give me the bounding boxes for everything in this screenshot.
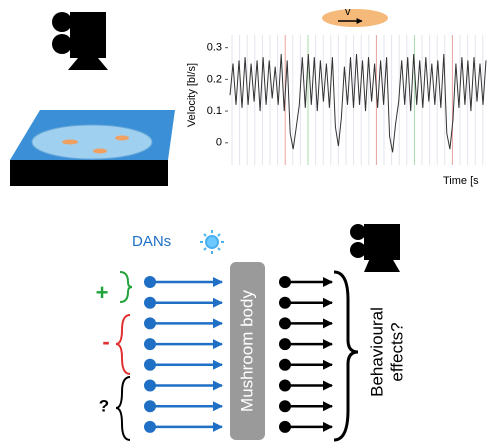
- petri-dish: [10, 110, 175, 186]
- question-mark: ?: [99, 396, 109, 415]
- brace-unknown: [116, 377, 130, 440]
- y-tick-label: 0.1: [207, 105, 222, 117]
- velocity-symbol: v: [345, 6, 351, 18]
- plus-sign: +: [96, 280, 109, 305]
- light-icon: [200, 230, 224, 254]
- y-tick-label: 0.2: [207, 73, 222, 85]
- brace-minus: [116, 315, 130, 374]
- velocity-plot: 0 0.1 0.2 0.3: [207, 35, 486, 165]
- dans-label: DANs: [132, 233, 171, 250]
- behaviour-label-line: Behavioural: [367, 307, 386, 397]
- minus-sign: -: [102, 329, 109, 354]
- y-tick-label: 0: [216, 137, 222, 149]
- camera-icon: [350, 224, 400, 272]
- velocity-trace: [230, 54, 486, 152]
- figure: v Velocity [bl/s] Time [s 0 0.1 0.2 0.3 DAN…: [0, 0, 488, 444]
- brace-output: [334, 272, 358, 440]
- y-tick-label: 0.3: [207, 42, 222, 54]
- brace-plus: [120, 272, 132, 302]
- behaviour-label-line: effects?: [387, 322, 406, 381]
- y-axis-label: Velocity [bl/s]: [186, 63, 198, 127]
- camera-icon: [52, 12, 108, 70]
- mushroom-body-label: Mushroom body: [237, 290, 256, 412]
- animal-icon: [322, 9, 388, 27]
- x-axis-label: Time [s: [443, 175, 479, 187]
